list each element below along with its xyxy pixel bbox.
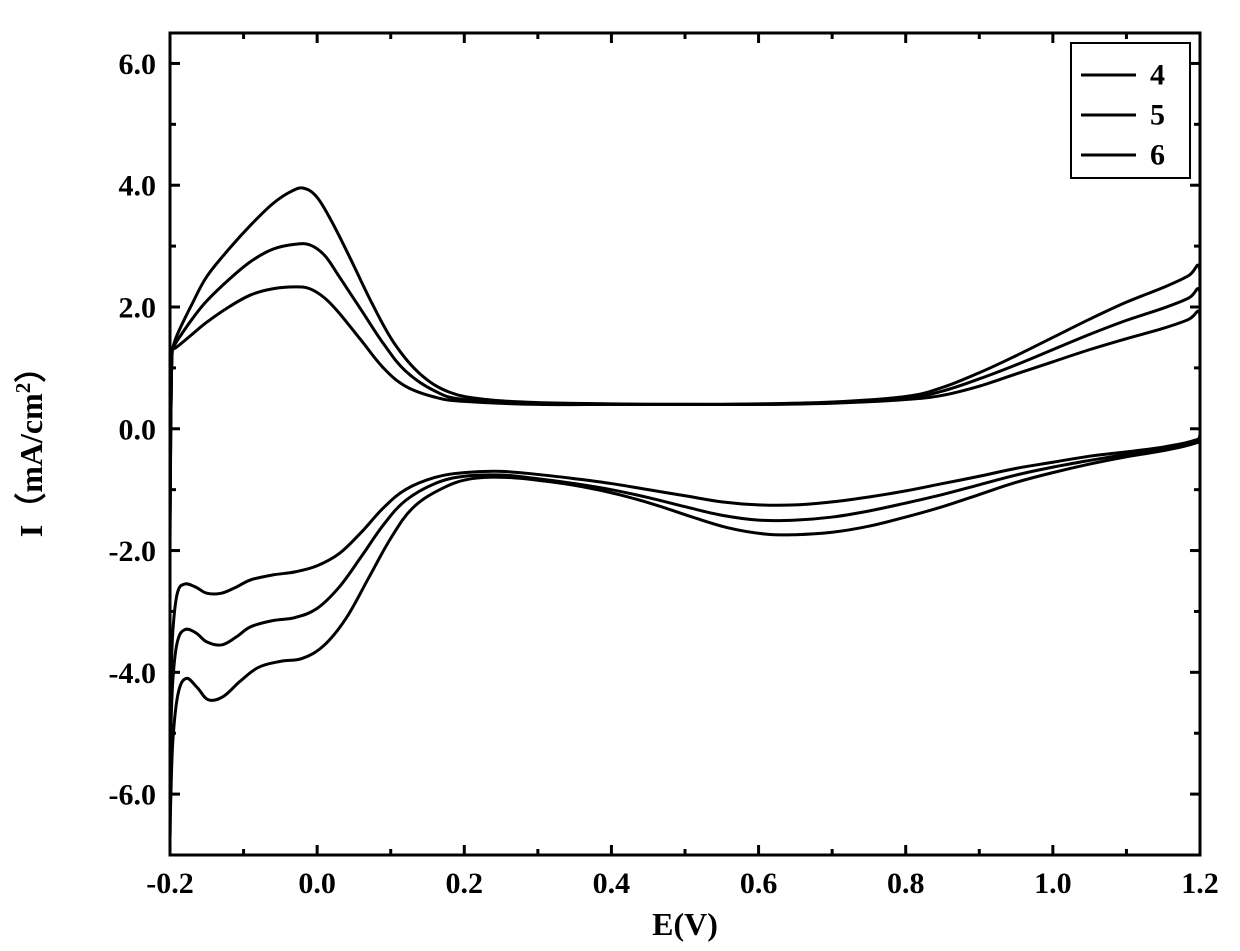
x-tick-label: 1.2 — [1181, 867, 1219, 900]
y-tick-label: 4.0 — [119, 170, 157, 203]
legend-label: 4 — [1150, 59, 1165, 92]
y-tick-label: 6.0 — [119, 48, 157, 81]
y-axis-label: I（mA/cm2） — [11, 351, 49, 538]
y-tick-label: -2.0 — [109, 535, 157, 568]
x-tick-label: -0.2 — [146, 867, 194, 900]
y-tick-label: -6.0 — [109, 779, 157, 812]
chart-svg: -0.2 0.0 0.2 0.4 0.6 0.8 1.0 1.2 -6.0 -4.0 -2.0 0.0… — [0, 0, 1240, 951]
x-axis-label: E(V) — [652, 906, 718, 942]
x-tick-label: 0.8 — [887, 867, 925, 900]
legend-label: 6 — [1150, 139, 1165, 172]
x-tick-label: 0.6 — [740, 867, 778, 900]
cv-chart: -0.2 0.0 0.2 0.4 0.6 0.8 1.0 1.2 -6.0 -4.0 -2.0 0.0… — [0, 0, 1240, 951]
legend: 4 5 6 — [1071, 43, 1190, 178]
legend-label: 5 — [1150, 99, 1165, 132]
x-tick-label: 0.2 — [446, 867, 484, 900]
y-tick-label: 0.0 — [119, 413, 157, 446]
x-tick-label: 1.0 — [1034, 867, 1072, 900]
y-tick-label: -4.0 — [109, 657, 157, 690]
y-tick-label: 2.0 — [119, 292, 157, 325]
x-tick-label: 0.0 — [298, 867, 336, 900]
x-tick-label: 0.4 — [593, 867, 631, 900]
